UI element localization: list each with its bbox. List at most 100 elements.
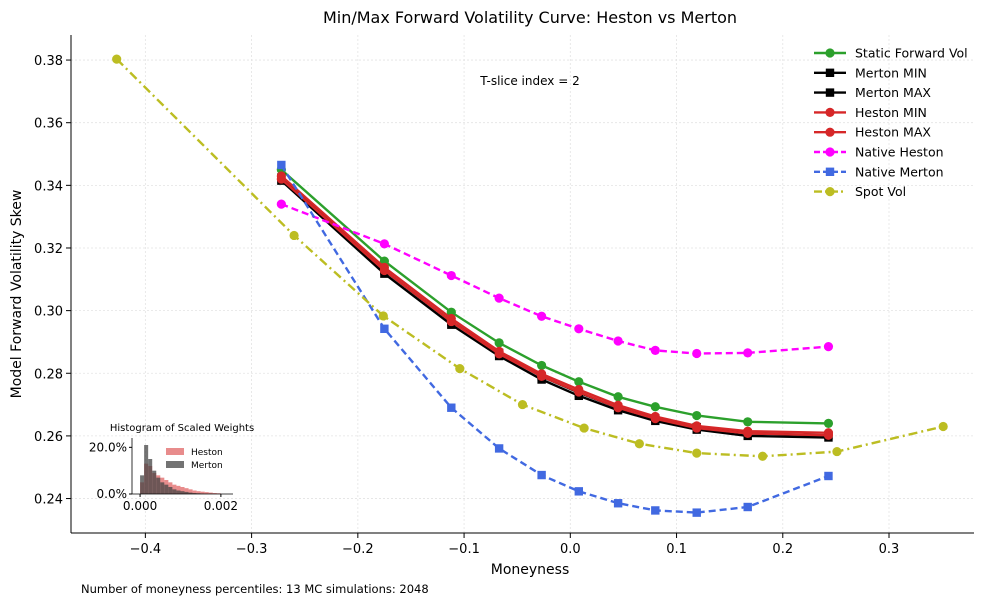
data-point xyxy=(574,487,584,496)
data-point xyxy=(517,399,528,410)
legend-item-native-heston: Native Heston xyxy=(814,145,944,160)
data-point xyxy=(446,270,456,281)
histogram-bar xyxy=(172,489,177,494)
legend-item-native-merton: Native Merton xyxy=(814,164,944,179)
footer-text: Number of moneyness percentiles: 13 MC s… xyxy=(81,582,429,596)
inset-x-tick-label: 0.000 xyxy=(123,499,157,513)
data-point xyxy=(380,324,389,333)
histogram-bar xyxy=(172,484,177,494)
inset-legend-swatch xyxy=(166,461,184,468)
data-point xyxy=(494,338,504,348)
x-tick-label: −0.1 xyxy=(448,542,480,557)
y-axis-label: Model Forward Volatility Skew xyxy=(9,190,25,399)
series-heston-max xyxy=(276,171,834,438)
inset-x-tick-label: 0.002 xyxy=(204,499,238,513)
legend-item-static-forward-vol: Static Forward Vol xyxy=(814,46,968,61)
legend-marker xyxy=(825,68,835,77)
series-merton-max xyxy=(277,173,833,440)
series-native-merton xyxy=(277,160,833,517)
y-tick-label: 0.36 xyxy=(34,117,63,132)
histogram-bar xyxy=(212,493,217,494)
x-tick-label: 0.0 xyxy=(560,542,581,557)
histogram-bar xyxy=(176,485,181,494)
series-heston-min xyxy=(276,174,834,440)
data-point xyxy=(743,348,753,358)
data-point xyxy=(692,348,702,359)
data-point xyxy=(276,171,286,181)
data-point xyxy=(494,444,504,453)
data-point xyxy=(692,421,702,431)
data-point xyxy=(692,448,702,458)
inset-histogram: Histogram of Scaled Weights 0.000 0.002 0.… xyxy=(89,423,254,513)
data-point xyxy=(824,471,833,481)
histogram-bar xyxy=(184,491,189,494)
data-point xyxy=(650,402,660,412)
series-line xyxy=(280,175,829,434)
data-point xyxy=(692,410,702,421)
data-point xyxy=(613,336,623,346)
data-point xyxy=(613,499,623,508)
legend: Static Forward Vol Merton MIN Merton MAX He… xyxy=(814,46,968,199)
data-point xyxy=(112,54,122,64)
data-point xyxy=(634,439,644,449)
histogram-bar xyxy=(192,493,197,494)
grid-lines xyxy=(71,35,974,533)
legend-item-heston-min: Heston MIN xyxy=(814,105,927,120)
y-tick-label: 0.30 xyxy=(34,305,63,320)
series-static-forward-vol xyxy=(276,165,834,428)
inset-title: Histogram of Scaled Weights xyxy=(110,423,254,434)
data-point xyxy=(537,369,547,379)
data-point xyxy=(650,345,660,355)
x-tick-label: 0.1 xyxy=(666,542,687,557)
legend-item-spot-vol: Spot Vol xyxy=(814,184,906,199)
data-point xyxy=(379,239,389,249)
inset-legend-merton: Merton xyxy=(166,461,223,471)
data-point xyxy=(494,293,504,303)
legend-label: Heston MIN xyxy=(855,105,927,120)
data-point xyxy=(823,342,834,352)
data-point xyxy=(823,418,834,428)
legend-label: Native Merton xyxy=(855,164,944,179)
legend-label: Merton MAX xyxy=(855,85,931,100)
y-tick-label: 0.24 xyxy=(34,493,63,508)
data-point xyxy=(757,451,768,461)
data-point xyxy=(379,262,389,272)
t-slice-annotation: T-slice index = 2 xyxy=(479,74,579,88)
histogram-bar xyxy=(208,492,213,494)
data-point xyxy=(455,363,465,374)
data-point xyxy=(613,400,623,410)
x-axis-label: Moneyness xyxy=(491,562,570,578)
data-point xyxy=(651,506,660,515)
series-line xyxy=(280,202,829,355)
inset-y-tick-label: 20.0% xyxy=(89,440,127,454)
legend-marker xyxy=(825,147,835,157)
data-point xyxy=(574,384,584,395)
histogram-bar xyxy=(144,445,149,494)
data-point xyxy=(613,392,623,402)
data-point xyxy=(277,160,286,170)
x-tick-label: −0.4 xyxy=(130,542,162,557)
data-point xyxy=(650,411,660,422)
axes: −0.4 −0.3 −0.2 −0.1 0.0 0.1 0.2 0.3 0.24 0.26 0.28… xyxy=(34,35,974,557)
data-point xyxy=(574,324,584,334)
y-tick-label: 0.38 xyxy=(34,54,63,69)
series-line xyxy=(115,58,944,458)
histogram-bar xyxy=(188,492,193,494)
x-tick-label: −0.2 xyxy=(342,542,374,557)
inset-legend-heston: Heston xyxy=(166,448,223,458)
inset-legend-label: Merton xyxy=(191,461,223,471)
histogram-bar xyxy=(188,489,193,494)
histogram-bar xyxy=(200,491,205,494)
legend-marker xyxy=(825,88,835,97)
legend-label: Native Heston xyxy=(855,145,944,160)
chart-title: Min/Max Forward Volatility Curve: Heston… xyxy=(323,8,737,27)
data-point xyxy=(289,230,299,241)
data-point xyxy=(537,311,547,321)
data-point xyxy=(743,426,753,436)
legend-marker xyxy=(825,127,835,137)
legend-label: Heston MAX xyxy=(855,125,931,140)
data-point xyxy=(823,428,834,438)
legend-item-merton-min: Merton MIN xyxy=(814,65,927,80)
inset-y-tick-label: 0.0% xyxy=(97,487,128,501)
histogram-bar xyxy=(196,491,201,494)
